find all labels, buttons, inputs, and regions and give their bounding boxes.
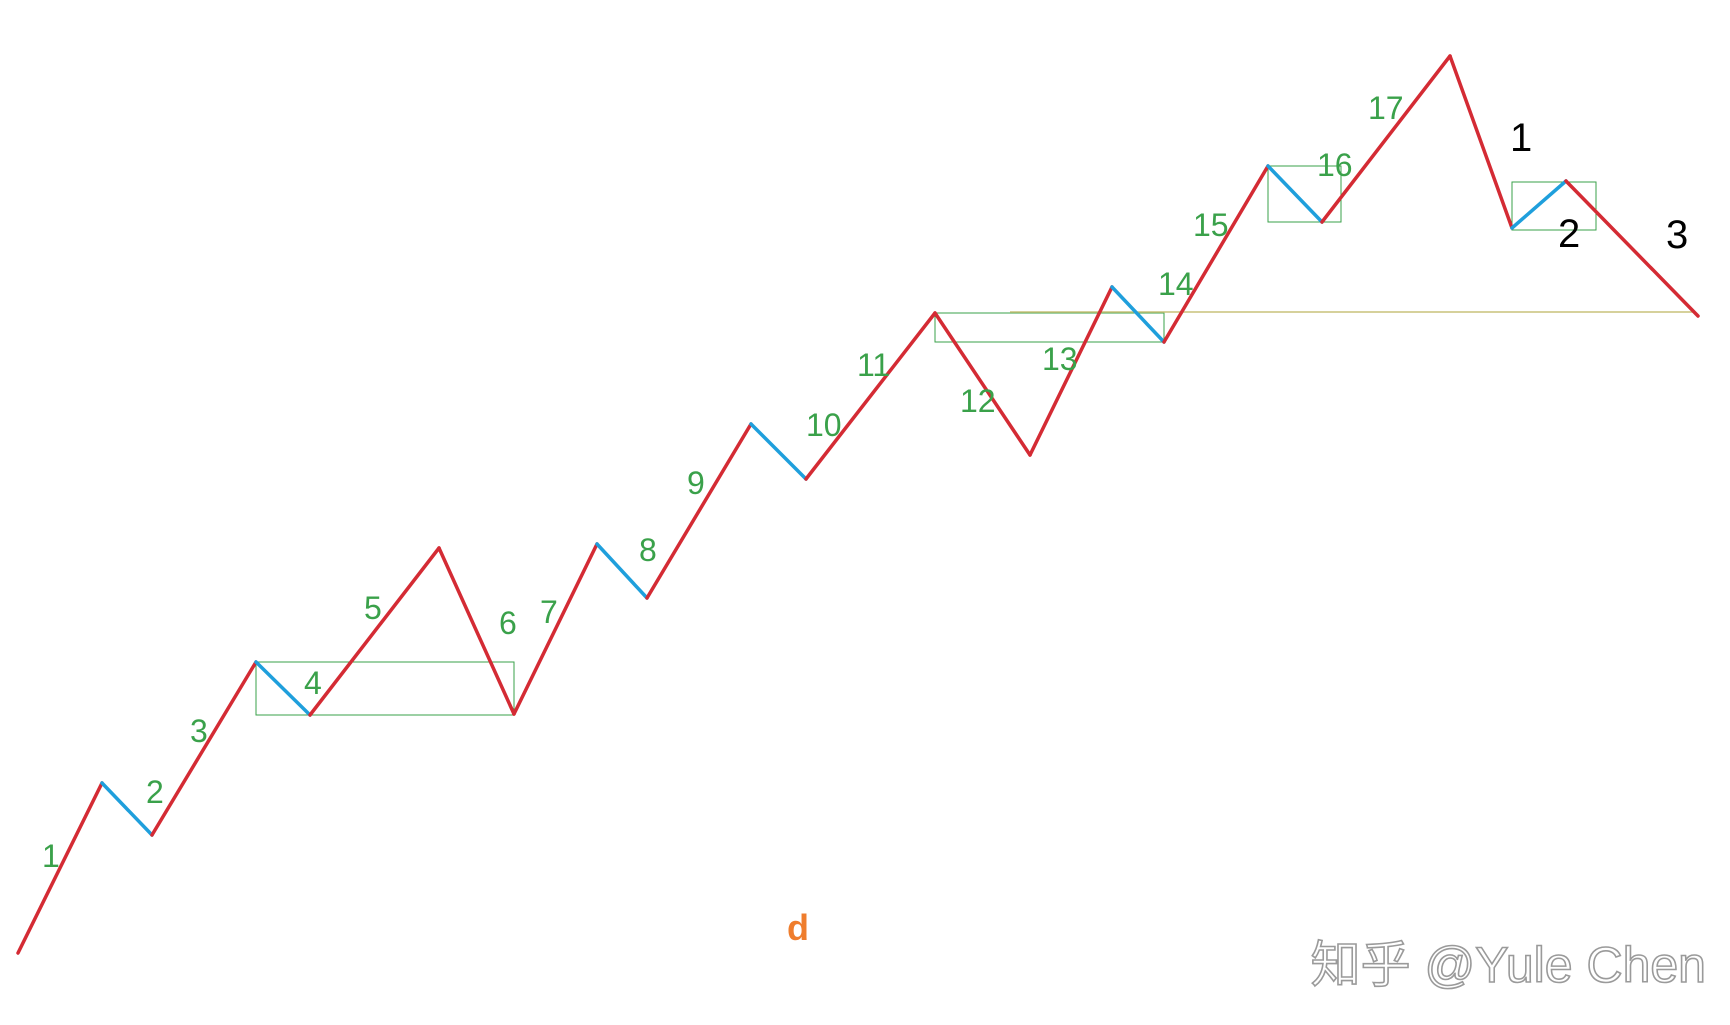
wave-segment-10 — [749, 422, 808, 481]
end-sequence-labels: 1 2 3 — [1510, 116, 1688, 257]
diagram-caption: d — [787, 907, 809, 948]
wave-segment-15 — [1162, 164, 1270, 344]
wave-segment-14 — [1110, 285, 1166, 344]
wave-segment-16 — [1266, 164, 1324, 224]
wave-segment-4 — [254, 660, 312, 717]
segment-label-4: 4 — [304, 665, 322, 701]
segment-label-8: 8 — [639, 532, 657, 568]
segment-label-17: 17 — [1368, 90, 1404, 126]
segment-label-3: 3 — [190, 713, 208, 749]
wave-segment-5 — [308, 546, 441, 717]
segment-label-13: 13 — [1042, 341, 1078, 377]
segment-label-12: 12 — [960, 383, 996, 419]
wave-segment-1 — [16, 781, 104, 955]
watermark: 知乎 @Yule Chen — [1311, 937, 1706, 993]
segment-label-9: 9 — [687, 465, 705, 501]
wave-segment-3 — [150, 660, 258, 837]
segment-label-2: 2 — [146, 774, 164, 810]
wave-segment-end-1 — [1448, 54, 1514, 230]
consolidation-box-4-6 — [255, 661, 515, 716]
wave-segments — [16, 54, 1700, 955]
end-label-3: 3 — [1666, 213, 1688, 257]
segment-label-7: 7 — [540, 594, 558, 630]
segment-label-10: 10 — [806, 407, 842, 443]
segment-label-11: 11 — [857, 347, 890, 383]
segment-labels: 1 2 3 4 5 6 7 8 9 10 11 12 13 14 15 16 1… — [42, 90, 1404, 874]
end-label-2: 2 — [1558, 212, 1580, 256]
wave-segment-12 — [933, 311, 1032, 457]
wave-segment-13 — [1028, 285, 1114, 457]
wave-segment-2 — [100, 781, 154, 837]
segment-label-16: 16 — [1317, 147, 1353, 183]
wave-segment-17 — [1320, 54, 1452, 224]
consolidation-boxes — [255, 165, 1597, 716]
segment-label-5: 5 — [364, 590, 382, 626]
consolidation-box-end-2 — [1511, 181, 1597, 231]
wave-segment-7 — [512, 542, 599, 716]
segment-label-6: 6 — [499, 605, 517, 641]
segment-label-14: 14 — [1158, 266, 1194, 302]
wave-segment-end-2 — [1510, 179, 1568, 230]
consolidation-box-12-14 — [934, 312, 1165, 343]
consolidation-box-16 — [1267, 165, 1342, 223]
end-label-1: 1 — [1510, 116, 1532, 160]
wave-segment-9 — [645, 422, 753, 600]
wave-segment-end-3 — [1564, 179, 1700, 318]
segment-label-15: 15 — [1193, 207, 1229, 243]
wave-segment-6 — [437, 546, 516, 716]
wave-segment-8 — [595, 542, 649, 600]
segment-label-1: 1 — [42, 838, 60, 874]
wave-segment-11 — [804, 311, 937, 481]
